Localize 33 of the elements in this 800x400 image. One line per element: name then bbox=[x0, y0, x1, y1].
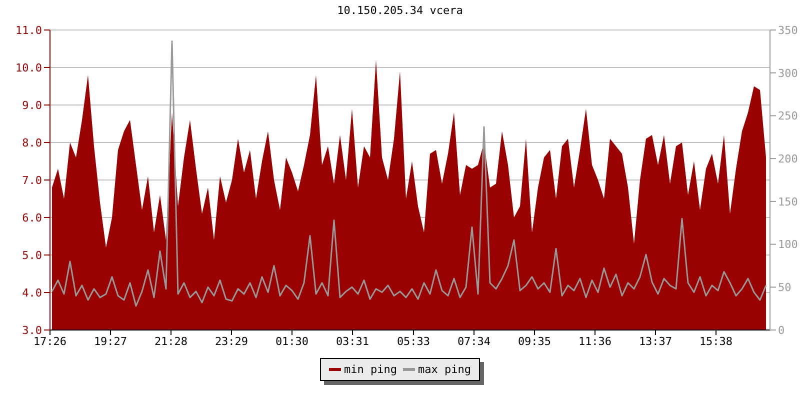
y-tick-label: 8.0 bbox=[22, 136, 42, 150]
y-tick-label: 6.0 bbox=[22, 211, 42, 224]
y-tick-label: 4.0 bbox=[22, 286, 42, 300]
x-tick-label: 09:35 bbox=[518, 334, 552, 348]
x-tick-label: 11:36 bbox=[578, 334, 612, 348]
x-tick-label: 15:38 bbox=[699, 334, 733, 348]
x-tick-label: 01:30 bbox=[275, 334, 309, 348]
y-tick-label: 10.0 bbox=[16, 61, 42, 74]
x-tick-label: 19:27 bbox=[94, 334, 128, 348]
y2-tick-label: 200 bbox=[778, 152, 798, 166]
x-tick-label: 21:28 bbox=[154, 334, 188, 348]
y2-tick-label: 250 bbox=[778, 110, 798, 123]
y2-tick-label: 50 bbox=[778, 281, 792, 294]
x-tick-label: 05:33 bbox=[396, 334, 430, 348]
y-tick-label: 3.0 bbox=[22, 324, 42, 337]
y2-tick-label: 100 bbox=[778, 238, 798, 252]
y-tick-label: 5.0 bbox=[22, 248, 42, 262]
x-tick-label: 13:37 bbox=[638, 334, 672, 348]
y-tick-label: 11.0 bbox=[16, 24, 42, 37]
y2-tick-label: 300 bbox=[778, 66, 798, 80]
y-tick-label: 7.0 bbox=[22, 174, 42, 187]
y2-tick-label: 0 bbox=[778, 324, 785, 337]
x-tick-label: 03:31 bbox=[336, 334, 370, 348]
x-tick-label: 23:29 bbox=[214, 334, 248, 348]
chart-title: 10.150.205.34 vcera bbox=[336, 4, 464, 17]
x-tick-label: 07:34 bbox=[457, 334, 491, 348]
x-tick-label: 17:26 bbox=[33, 334, 67, 348]
y2-tick-label: 350 bbox=[778, 24, 798, 37]
y-tick-label: 9.0 bbox=[22, 98, 42, 112]
legend-label: max ping bbox=[418, 363, 471, 376]
line-series bbox=[51, 40, 767, 307]
y2-tick-label: 150 bbox=[778, 195, 798, 208]
legend-label: min ping bbox=[344, 363, 397, 376]
